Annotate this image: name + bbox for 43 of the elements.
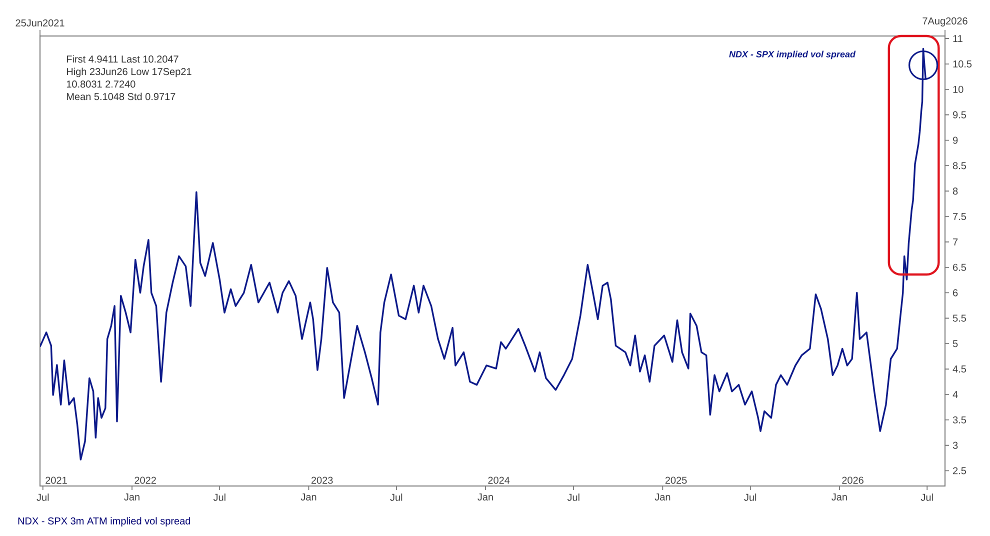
y-tick-label: 2.5	[953, 467, 966, 474]
y-tick-label: 9	[953, 136, 958, 144]
annotation: 2026	[842, 476, 864, 484]
y-tick-label: 4.5	[952, 366, 966, 373]
y-tick-label: 3	[952, 442, 958, 449]
x-tick-label: Jan	[832, 494, 847, 501]
annotation: 2025	[665, 476, 687, 484]
x-tick-label: Jul	[213, 494, 226, 501]
annotation: Mean 5.1048 Std 0.9717	[66, 92, 176, 100]
x-tick-label: Jul	[567, 494, 580, 501]
x-tick-label: Jan	[300, 494, 316, 501]
annotation: 10.8031 2.7240	[66, 80, 136, 88]
x-tick-label: Jul	[36, 494, 49, 501]
y-tick-label: 10	[953, 86, 964, 93]
x-tick-label: Jan	[478, 494, 493, 501]
y-tick-label: 5.5	[952, 314, 966, 322]
y-tick-label: 8.5	[952, 162, 966, 170]
annotation: 2022	[134, 476, 156, 484]
annotation: 2024	[488, 476, 510, 484]
text: NDX - SPX 3m ATM implied vol spread	[18, 517, 190, 526]
x-tick-label: Jan	[654, 494, 670, 501]
y-tick-label: 6	[953, 289, 958, 296]
text: NDX - SPX implied vol spread	[729, 50, 856, 60]
x2-tick-label: 25Jun2021	[16, 19, 64, 26]
y-tick-label: 9.5	[953, 111, 966, 118]
y-tick-label: 4	[952, 391, 958, 398]
x2-tick-label: 7Aug2026	[922, 17, 968, 26]
y-tick-label: 6.5	[953, 264, 966, 271]
x-tick-label: Jul	[390, 494, 402, 501]
annotation: High 23Jun26 Low 17Sep21	[66, 68, 192, 78]
y-tick-label: 7	[953, 238, 958, 246]
y-tick-label: 7.5	[953, 213, 966, 220]
y-tick-label: 10.5	[953, 60, 972, 68]
x-tick-label: Jan	[124, 494, 140, 501]
y-tick-label: 11	[953, 35, 962, 42]
y-tick-label: 8	[952, 188, 958, 195]
annotation: First 4.9411 Last 10.2047	[66, 55, 178, 63]
annotation: 2023	[311, 476, 333, 484]
y-tick-label: 5	[952, 340, 958, 348]
x-tick-label: Jul	[920, 494, 933, 501]
x-tick-label: Jul	[744, 494, 756, 501]
y-tick-label: 3.5	[952, 416, 966, 424]
annotation: 2021	[46, 476, 67, 484]
